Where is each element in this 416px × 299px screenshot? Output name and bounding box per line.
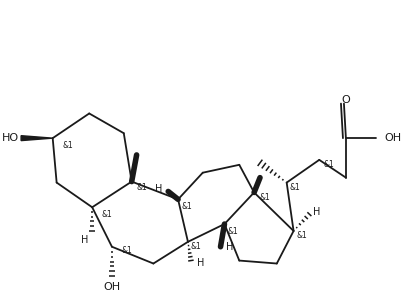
Text: &1: &1: [62, 141, 73, 150]
Text: H: H: [226, 242, 234, 252]
Text: O: O: [342, 95, 350, 105]
Text: &1: &1: [323, 160, 334, 169]
Text: H: H: [81, 235, 88, 245]
Text: &1: &1: [136, 183, 147, 192]
Text: &1: &1: [191, 242, 202, 251]
Text: OH: OH: [385, 133, 402, 143]
Text: H: H: [313, 207, 321, 217]
Text: &1: &1: [297, 231, 307, 240]
Text: &1: &1: [290, 183, 300, 192]
Text: &1: &1: [101, 210, 112, 219]
Text: &1: &1: [259, 193, 270, 202]
Text: OH: OH: [103, 282, 121, 292]
Text: &1: &1: [122, 246, 133, 255]
Polygon shape: [21, 136, 53, 141]
Text: &1: &1: [181, 202, 192, 211]
Text: H: H: [197, 257, 204, 268]
Text: HO: HO: [2, 133, 19, 143]
Text: &1: &1: [228, 228, 238, 237]
Text: H: H: [155, 184, 162, 194]
